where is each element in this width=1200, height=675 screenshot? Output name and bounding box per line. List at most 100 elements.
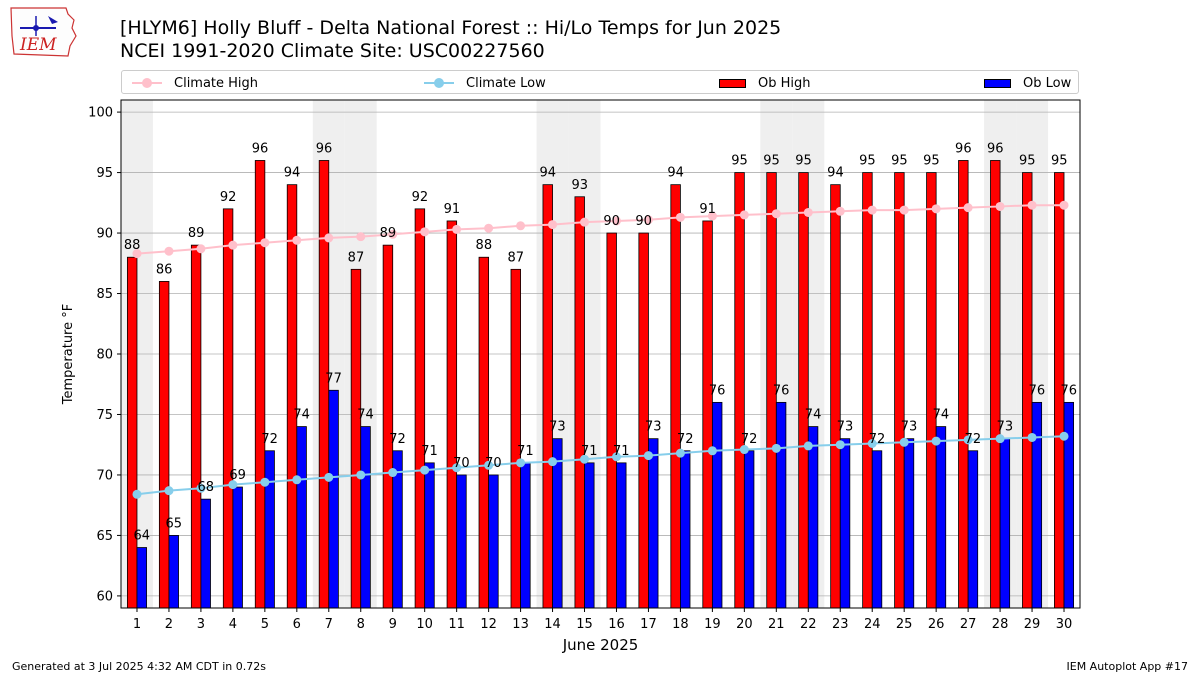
- climate-high-point: [388, 229, 398, 239]
- climate-low-swatch: [424, 78, 454, 88]
- ob-high-bar: [606, 232, 617, 609]
- climate-low-point: [548, 457, 558, 467]
- ob-low-data-label: 74: [933, 408, 950, 423]
- ob-low-bar: [520, 462, 531, 609]
- ob-low-bar: [584, 462, 595, 609]
- y-tick-label: 60: [96, 589, 113, 604]
- ob-low-data-label: 71: [581, 444, 598, 459]
- ob-low-bar: [839, 438, 851, 609]
- ob-low-bar: [296, 426, 307, 609]
- climate-high-point: [867, 205, 877, 215]
- x-tick-label: 6: [293, 617, 301, 632]
- climate-low-point: [675, 448, 685, 458]
- ob-high-data-label: 94: [667, 166, 684, 181]
- climate-low-point: [771, 443, 781, 453]
- ob-high-data-label: 86: [156, 262, 173, 277]
- climate-high-point: [739, 210, 749, 220]
- y-tick-label: 90: [96, 227, 113, 242]
- ob-high-data-label: 93: [571, 178, 588, 193]
- climate-high-point: [611, 216, 621, 226]
- ob-high-bar: [446, 220, 458, 609]
- ob-low-data-label: 70: [453, 456, 470, 471]
- ob-low-data-label: 70: [485, 456, 502, 471]
- x-tick-label: 29: [1024, 617, 1041, 632]
- climate-low-point: [867, 439, 877, 449]
- ob-high-bar: [222, 208, 234, 609]
- x-axis-label: June 2025: [562, 636, 639, 654]
- climate-low-point: [899, 437, 909, 447]
- climate-low-point: [484, 460, 494, 470]
- ob-low-swatch: [984, 78, 1011, 88]
- x-tick-label: 18: [672, 617, 689, 632]
- legend-ob-low-label: Ob Low: [1023, 75, 1072, 91]
- climate-high-point: [196, 244, 206, 254]
- ob-low-data-label: 73: [997, 420, 1014, 435]
- legend-ob-high-label: Ob High: [758, 75, 811, 91]
- climate-high-swatch: [132, 78, 162, 88]
- ob-high-data-label: 87: [348, 250, 365, 265]
- x-tick-label: 13: [512, 617, 529, 632]
- climate-high-point: [1027, 200, 1037, 210]
- ob-low-bar: [424, 462, 435, 609]
- ob-high-bar: [126, 256, 138, 609]
- ob-low-data-label: 74: [293, 408, 310, 423]
- climate-low-point: [452, 463, 462, 473]
- ob-high-data-label: 96: [987, 141, 1004, 156]
- climate-high-point: [835, 206, 845, 216]
- climate-low-point: [643, 451, 653, 461]
- climate-high-point: [707, 211, 717, 221]
- x-tick-label: 26: [928, 617, 945, 632]
- logo-text: IEM: [19, 35, 57, 55]
- climate-high-point: [228, 240, 238, 250]
- legend-climate-high-label: Climate High: [174, 75, 259, 91]
- x-tick-label: 14: [544, 617, 561, 632]
- ob-high-data-label: 89: [380, 226, 397, 241]
- ob-high-bar: [574, 196, 585, 609]
- ob-low-data-label: 72: [965, 432, 982, 447]
- ob-low-data-label: 76: [1061, 383, 1078, 398]
- climate-low-point: [963, 435, 973, 445]
- climate-high-point: [548, 220, 558, 230]
- ob-low-bar: [616, 462, 627, 609]
- climate-high-point: [260, 238, 270, 248]
- ob-low-data-label: 72: [869, 432, 886, 447]
- ob-high-data-label: 95: [1019, 154, 1036, 169]
- ob-low-bar: [903, 438, 915, 609]
- climate-high-point: [516, 221, 526, 231]
- ob-low-data-label: 72: [389, 432, 406, 447]
- legend-ob-low: Ob Low: [984, 71, 1071, 95]
- ob-low-bar: [328, 389, 339, 609]
- ob-low-bar: [871, 450, 883, 609]
- ob-high-data-label: 94: [827, 166, 844, 181]
- climate-high-point: [1059, 200, 1069, 210]
- ob-high-data-label: 90: [635, 214, 652, 229]
- ob-high-data-label: 95: [923, 154, 940, 169]
- climate-high-point: [580, 217, 590, 227]
- x-tick-label: 10: [416, 617, 433, 632]
- ob-high-data-label: 95: [859, 154, 876, 169]
- y-tick-label: 75: [96, 408, 113, 423]
- climate-high-point: [420, 227, 430, 237]
- ob-high-data-label: 89: [188, 226, 205, 241]
- ob-high-bar: [734, 172, 745, 609]
- climate-high-point: [324, 233, 334, 243]
- climate-low-point: [196, 483, 206, 493]
- ob-high-bar: [382, 244, 394, 609]
- climate-high-point: [132, 249, 142, 259]
- climate-low-point: [388, 468, 398, 478]
- climate-high-point: [803, 207, 813, 217]
- ob-low-bar: [136, 547, 147, 609]
- climate-high-point: [931, 204, 941, 214]
- climate-high-point: [643, 215, 653, 225]
- climate-high-line: [136, 204, 1065, 255]
- x-tick-label: 5: [261, 617, 269, 632]
- ob-low-data-label: 65: [165, 516, 182, 531]
- ob-low-data-label: 72: [261, 432, 278, 447]
- ob-high-data-label: 96: [955, 141, 972, 156]
- x-tick-label: 15: [576, 617, 593, 632]
- x-tick-label: 12: [480, 617, 497, 632]
- ob-high-data-label: 92: [220, 190, 237, 205]
- ob-high-data-label: 95: [763, 154, 780, 169]
- ob-low-data-label: 73: [645, 420, 662, 435]
- climate-low-point: [228, 480, 238, 490]
